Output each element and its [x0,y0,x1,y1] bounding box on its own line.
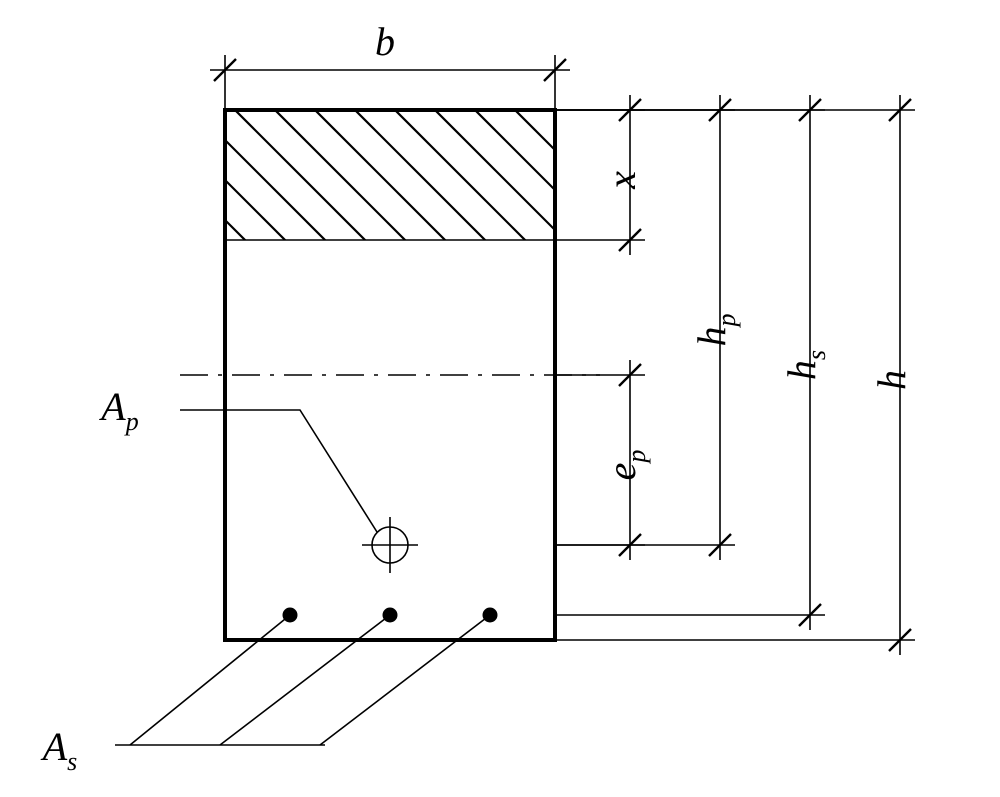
callout-ap-leader [180,410,377,532]
callout-as-leader [130,615,290,745]
cross-section-diagram: b x ep hp hs h Ap As [0,0,1000,797]
dim-label: hs [779,350,831,380]
dim-label: b [375,19,395,64]
callout-as-label: As [40,724,78,776]
callout-as-leader [220,615,390,745]
dim-label: h [869,370,914,390]
dim-label: ep [599,450,651,481]
dim-label: hp [689,314,741,347]
callout-ap-label: Ap [98,384,138,436]
callout-as-leader [320,615,490,745]
dim-label: x [599,171,644,190]
